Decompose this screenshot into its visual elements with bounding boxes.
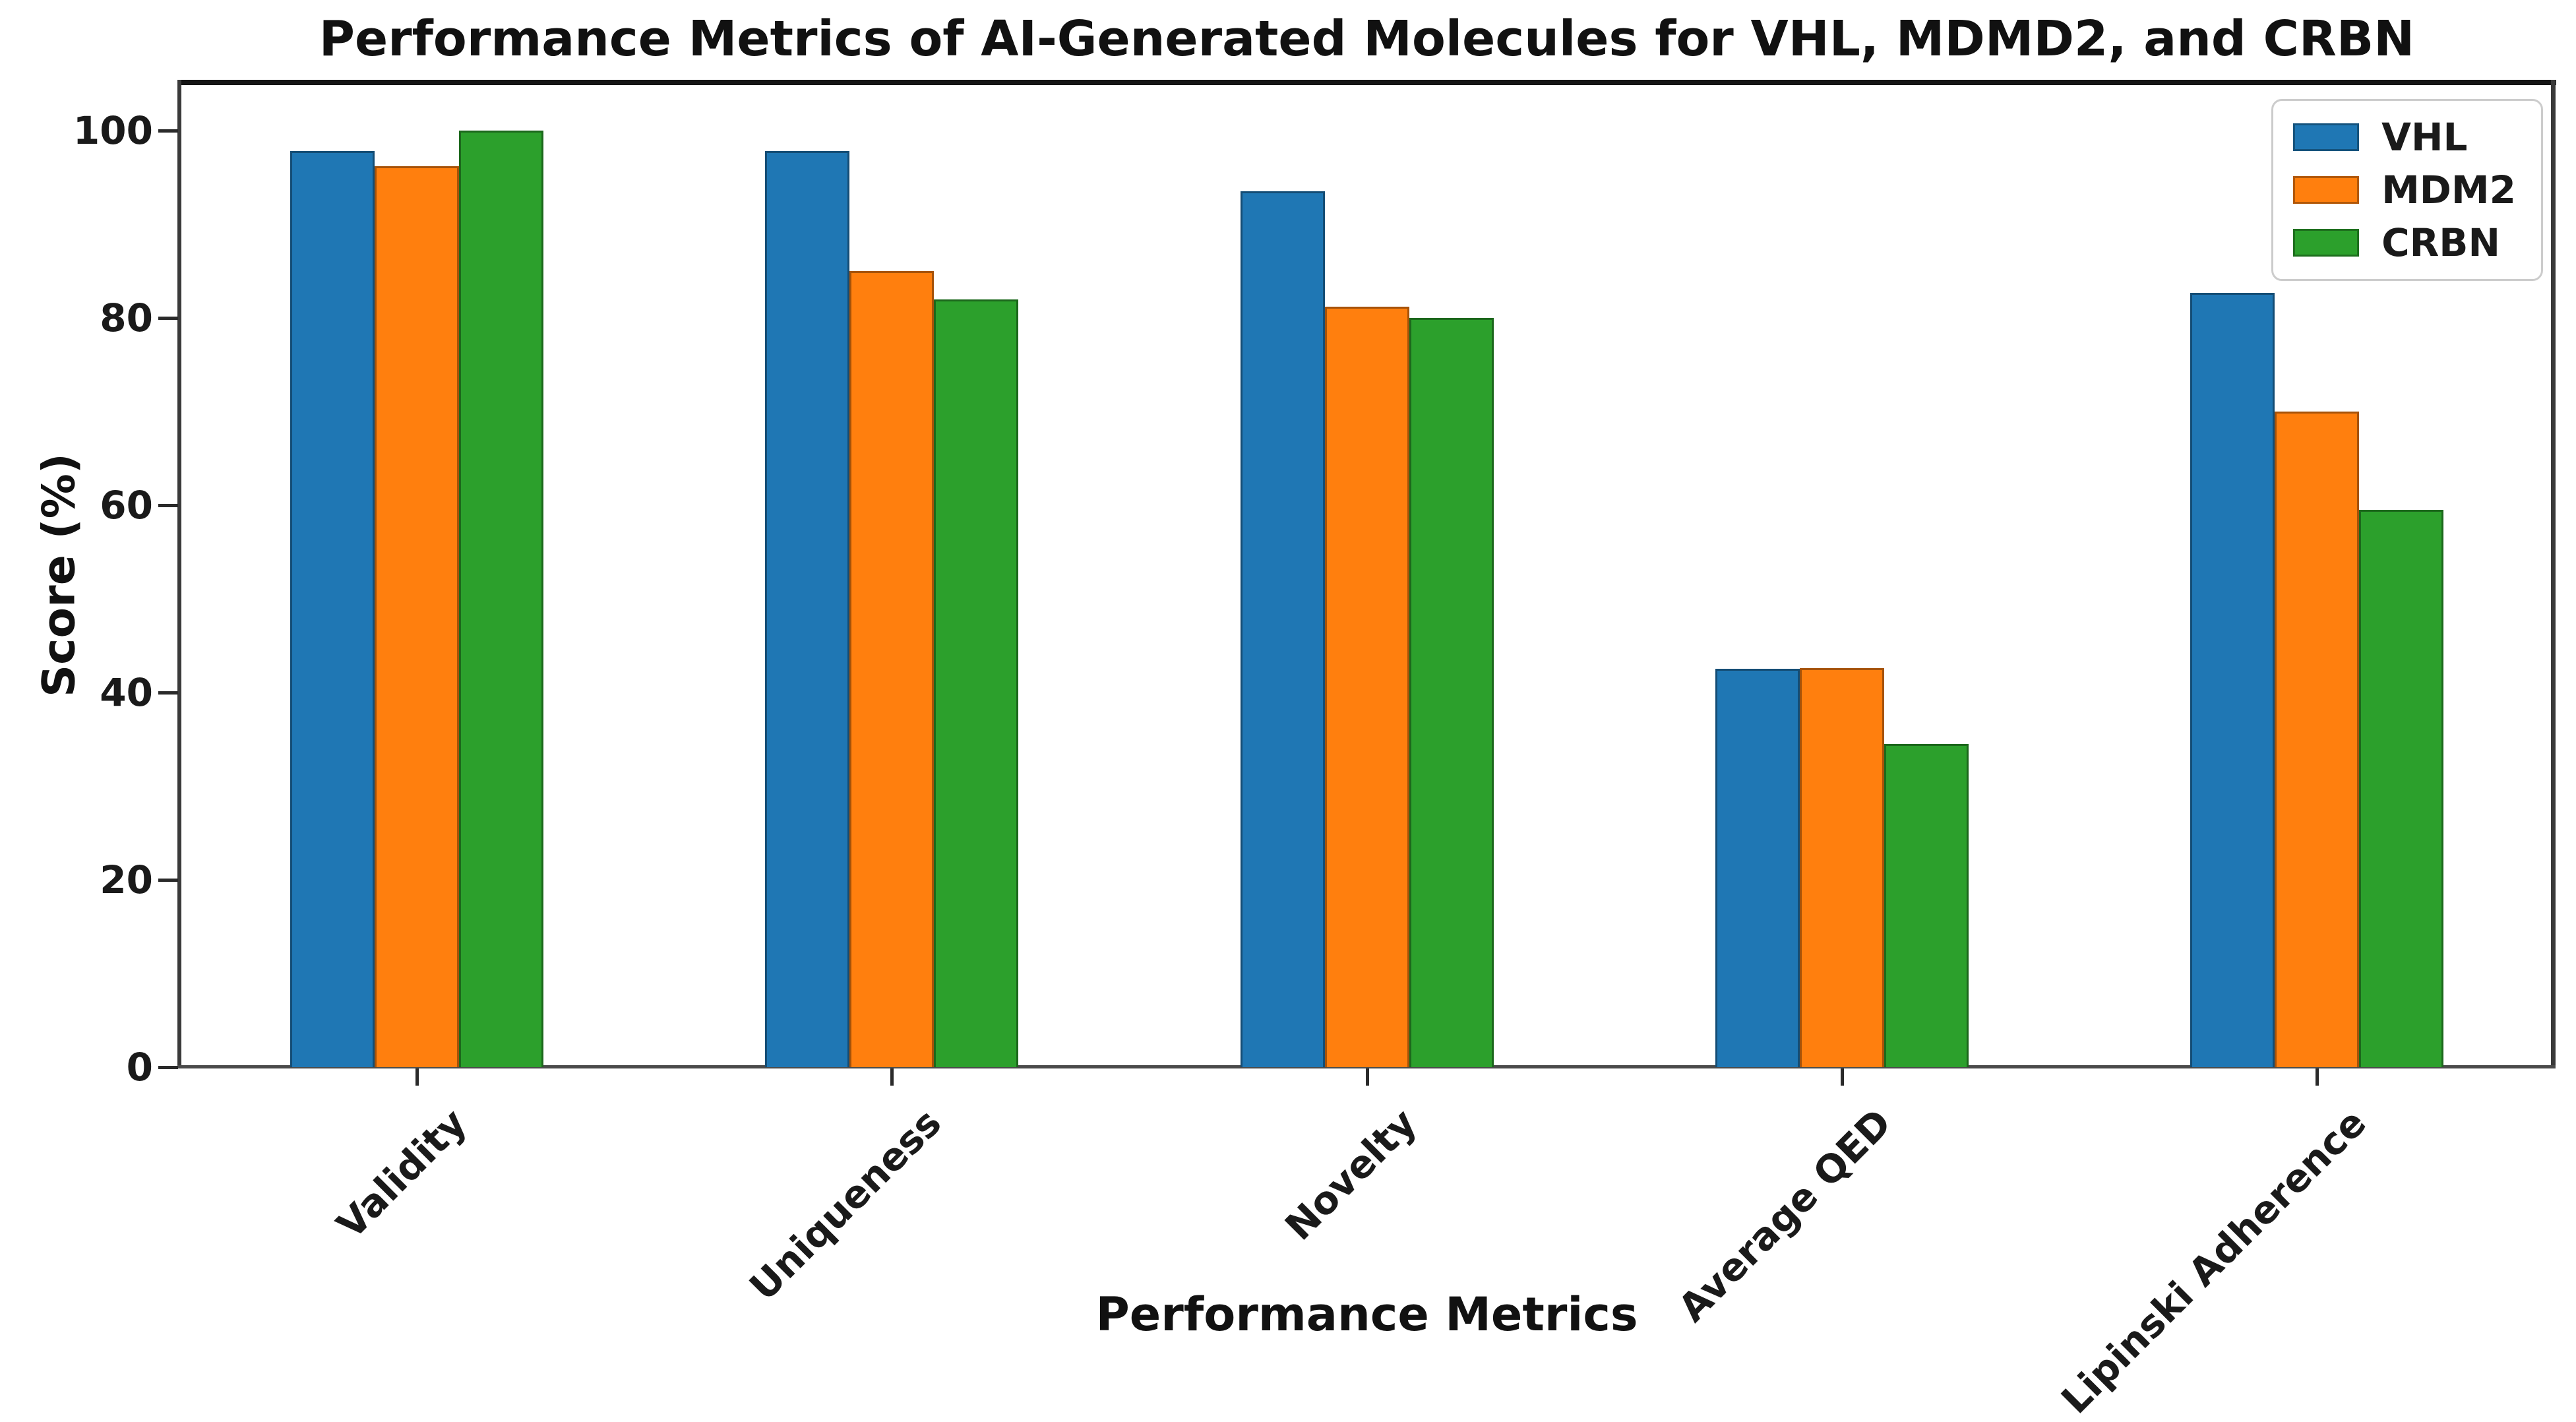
bar-vhl-lipinski-adherence xyxy=(2190,293,2275,1067)
axis-spine-left xyxy=(177,80,181,1068)
bar-crbn-uniqueness xyxy=(934,299,1018,1067)
axis-spine-top xyxy=(177,80,2556,85)
chart-title: Performance Metrics of AI-Generated Mole… xyxy=(319,11,2415,67)
axis-spine-right xyxy=(2551,80,2556,1068)
y-tick-label-20: 20 xyxy=(100,857,153,902)
y-tick-mark-40 xyxy=(158,691,178,695)
bar-mdm2-uniqueness xyxy=(849,271,934,1067)
legend-item-mdm2: MDM2 xyxy=(2293,171,2516,209)
y-tick-label-80: 80 xyxy=(100,295,153,340)
bar-crbn-novelty xyxy=(1409,318,1494,1067)
x-tick-label-novelty: Novelty xyxy=(1276,1100,1425,1249)
bar-mdm2-lipinski-adherence xyxy=(2275,412,2359,1067)
x-tick-mark-3 xyxy=(1840,1068,1844,1086)
y-tick-label-40: 40 xyxy=(100,670,153,715)
x-tick-mark-4 xyxy=(2315,1068,2319,1086)
legend-swatch-vhl xyxy=(2293,123,2360,151)
x-tick-mark-1 xyxy=(890,1068,894,1086)
bar-crbn-validity xyxy=(459,131,543,1067)
x-axis-label: Performance Metrics xyxy=(1095,1287,1638,1342)
bar-mdm2-validity xyxy=(375,166,459,1067)
bar-mdm2-average-qed xyxy=(1800,668,1884,1067)
y-tick-mark-80 xyxy=(158,317,178,320)
figure: Performance Metrics of AI-Generated Mole… xyxy=(33,11,2556,1422)
legend-item-vhl: VHL xyxy=(2293,118,2516,156)
x-tick-label-uniqueness: Uniqueness xyxy=(741,1100,950,1309)
y-tick-label-0: 0 xyxy=(126,1045,153,1090)
x-tick-label-lipinski-adherence: Lipinski Adherence xyxy=(2052,1100,2375,1422)
legend-label-crbn: CRBN xyxy=(2381,220,2501,265)
y-tick-label-60: 60 xyxy=(100,483,153,528)
bar-mdm2-novelty xyxy=(1325,307,1409,1067)
x-tick-mark-2 xyxy=(1365,1068,1369,1086)
y-tick-mark-100 xyxy=(158,129,178,133)
y-tick-mark-0 xyxy=(158,1066,178,1069)
y-tick-mark-20 xyxy=(158,879,178,882)
bar-crbn-lipinski-adherence xyxy=(2359,510,2443,1067)
legend-label-vhl: VHL xyxy=(2381,115,2468,160)
bar-vhl-uniqueness xyxy=(765,151,849,1067)
bar-vhl-validity xyxy=(290,151,375,1067)
legend: VHL MDM2 CRBN xyxy=(2271,99,2543,281)
bar-vhl-average-qed xyxy=(1715,669,1800,1067)
legend-label-mdm2: MDM2 xyxy=(2381,168,2516,212)
legend-item-crbn: CRBN xyxy=(2293,224,2516,262)
y-tick-mark-60 xyxy=(158,504,178,507)
bar-crbn-average-qed xyxy=(1884,744,1969,1067)
y-tick-label-100: 100 xyxy=(73,108,153,153)
legend-swatch-mdm2 xyxy=(2293,176,2360,204)
bar-vhl-novelty xyxy=(1241,191,1325,1067)
x-tick-label-validity: Validity xyxy=(328,1100,475,1248)
x-tick-mark-0 xyxy=(415,1068,419,1086)
legend-swatch-crbn xyxy=(2293,229,2360,257)
